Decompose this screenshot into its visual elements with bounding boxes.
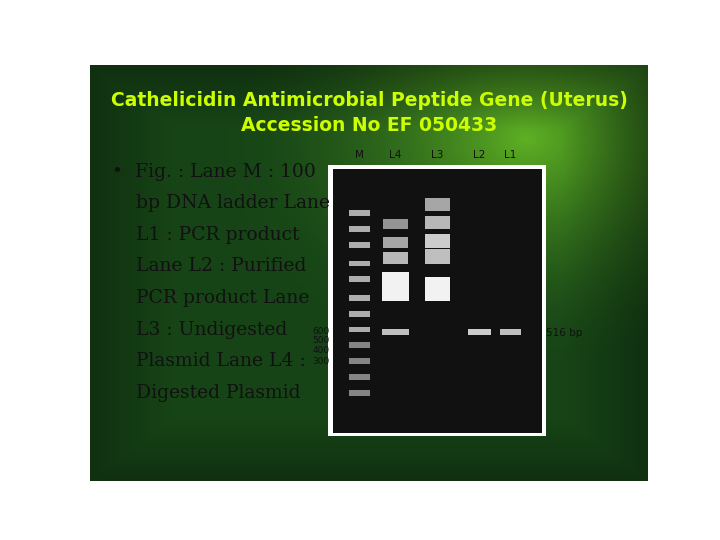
Text: L2: L2 bbox=[473, 151, 485, 160]
Bar bbox=[349, 211, 370, 217]
Bar bbox=[349, 374, 370, 380]
Text: Lane L2 : Purified: Lane L2 : Purified bbox=[112, 258, 307, 275]
FancyBboxPatch shape bbox=[333, 168, 542, 433]
Bar bbox=[425, 277, 450, 301]
Text: L3 : Undigested: L3 : Undigested bbox=[112, 321, 287, 339]
Bar bbox=[383, 252, 408, 264]
Bar bbox=[383, 219, 408, 230]
Text: L3: L3 bbox=[431, 151, 444, 160]
Text: 400: 400 bbox=[312, 347, 330, 355]
Text: 600: 600 bbox=[312, 327, 330, 336]
Text: L4: L4 bbox=[390, 151, 402, 160]
Bar bbox=[425, 249, 450, 264]
Bar bbox=[500, 329, 521, 335]
Bar bbox=[349, 311, 370, 316]
Text: 516 bp: 516 bp bbox=[546, 328, 582, 338]
Text: M: M bbox=[356, 151, 364, 160]
Bar bbox=[349, 390, 370, 396]
FancyBboxPatch shape bbox=[328, 165, 546, 436]
Bar bbox=[425, 217, 450, 230]
Bar bbox=[349, 226, 370, 232]
Text: bp DNA ladder Lane: bp DNA ladder Lane bbox=[112, 194, 330, 212]
Bar bbox=[349, 242, 370, 248]
Text: Accession No EF 050433: Accession No EF 050433 bbox=[241, 116, 497, 134]
Text: •  Fig. : Lane M : 100: • Fig. : Lane M : 100 bbox=[112, 163, 316, 180]
Bar bbox=[349, 342, 370, 348]
Bar bbox=[349, 327, 370, 333]
Text: L1 : PCR product: L1 : PCR product bbox=[112, 226, 300, 244]
Bar bbox=[349, 359, 370, 364]
Text: Digested Plasmid: Digested Plasmid bbox=[112, 384, 301, 402]
Text: Cathelicidin Antimicrobial Peptide Gene (Uterus): Cathelicidin Antimicrobial Peptide Gene … bbox=[111, 91, 627, 110]
Bar bbox=[425, 234, 450, 248]
Text: 300: 300 bbox=[312, 357, 330, 366]
Text: 500: 500 bbox=[312, 336, 330, 346]
Bar bbox=[382, 272, 409, 301]
Bar bbox=[349, 276, 370, 282]
Bar bbox=[425, 198, 450, 211]
Bar bbox=[383, 237, 408, 248]
Bar bbox=[349, 261, 370, 266]
Text: PCR product Lane: PCR product Lane bbox=[112, 289, 310, 307]
Text: Plasmid Lane L4 :: Plasmid Lane L4 : bbox=[112, 352, 306, 370]
Bar bbox=[468, 329, 491, 335]
Text: L1: L1 bbox=[505, 151, 517, 160]
Bar bbox=[382, 329, 409, 335]
Bar bbox=[349, 295, 370, 301]
